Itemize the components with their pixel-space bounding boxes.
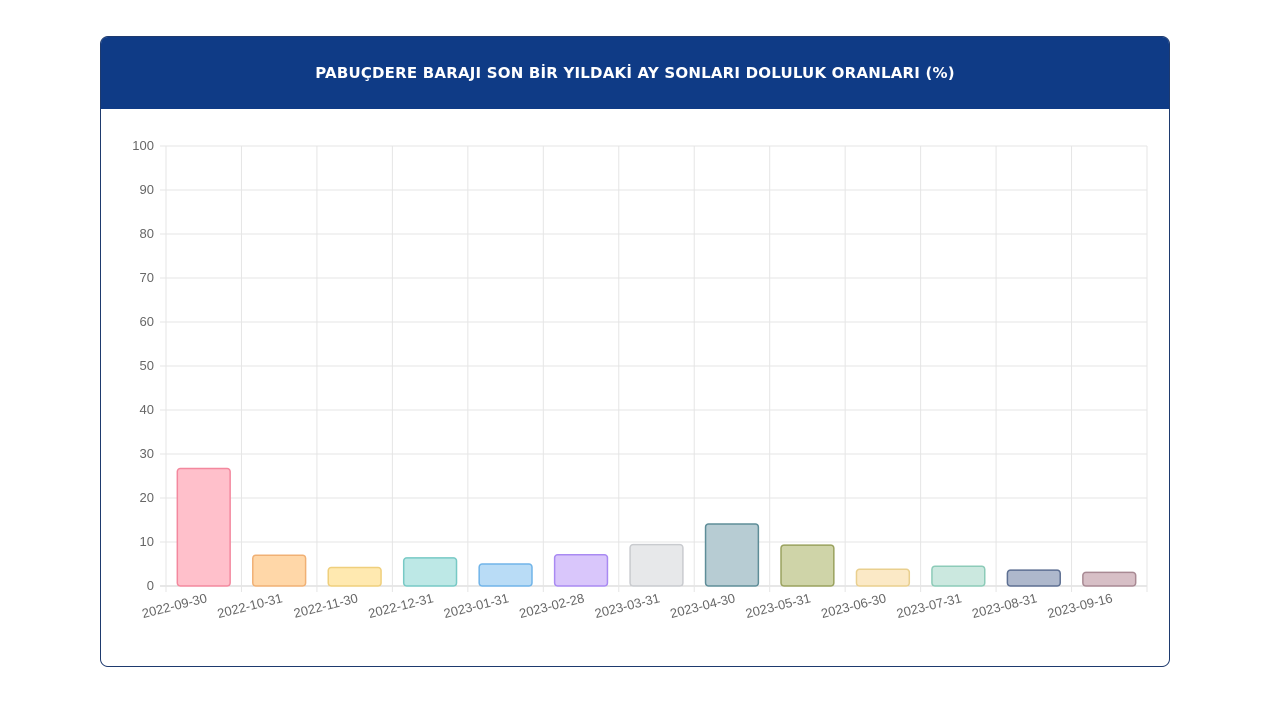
y-tick-label: 30 [140,446,154,461]
x-tick-label: 2022-09-30 [140,590,208,621]
x-tick-label: 2023-09-16 [1046,590,1114,621]
x-tick-label: 2022-12-31 [367,590,435,621]
bar [931,565,986,587]
bar [1006,569,1061,587]
y-tick-label: 80 [140,226,154,241]
bar [553,554,609,587]
bar [252,554,307,587]
y-tick-label: 40 [140,402,154,417]
bar [478,563,533,587]
bar [629,543,684,587]
bar [855,568,911,587]
chart-title: PABUÇDERE BARAJI SON BİR YILDAKİ AY SONL… [315,64,955,82]
x-tick-label: 2023-07-31 [895,590,963,621]
x-tick-label: 2022-10-31 [216,590,284,621]
y-tick-label: 90 [140,182,154,197]
bar [780,544,835,587]
bar [402,557,458,587]
bar [1082,571,1137,587]
x-tick-label: 2023-02-28 [518,590,586,621]
y-tick-label: 70 [140,270,154,285]
x-tick-label: 2023-08-31 [970,590,1038,621]
bar [704,523,760,587]
y-tick-label: 60 [140,314,154,329]
x-tick-label: 2023-05-31 [744,590,812,621]
y-tick-label: 0 [147,578,154,593]
y-tick-label: 50 [140,358,154,373]
x-tick-label: 2023-04-30 [669,590,737,621]
bar [327,566,382,587]
bar [176,467,231,587]
x-tick-label: 2023-03-31 [593,590,661,621]
x-tick-label: 2023-01-31 [442,590,510,621]
x-tick-label: 2022-11-30 [292,590,359,620]
y-tick-label: 20 [140,490,154,505]
y-tick-label: 100 [132,138,154,153]
y-tick-label: 10 [140,534,154,549]
chart-header: PABUÇDERE BARAJI SON BİR YILDAKİ AY SONL… [101,37,1169,109]
x-tick-label: 2023-06-30 [819,590,887,621]
